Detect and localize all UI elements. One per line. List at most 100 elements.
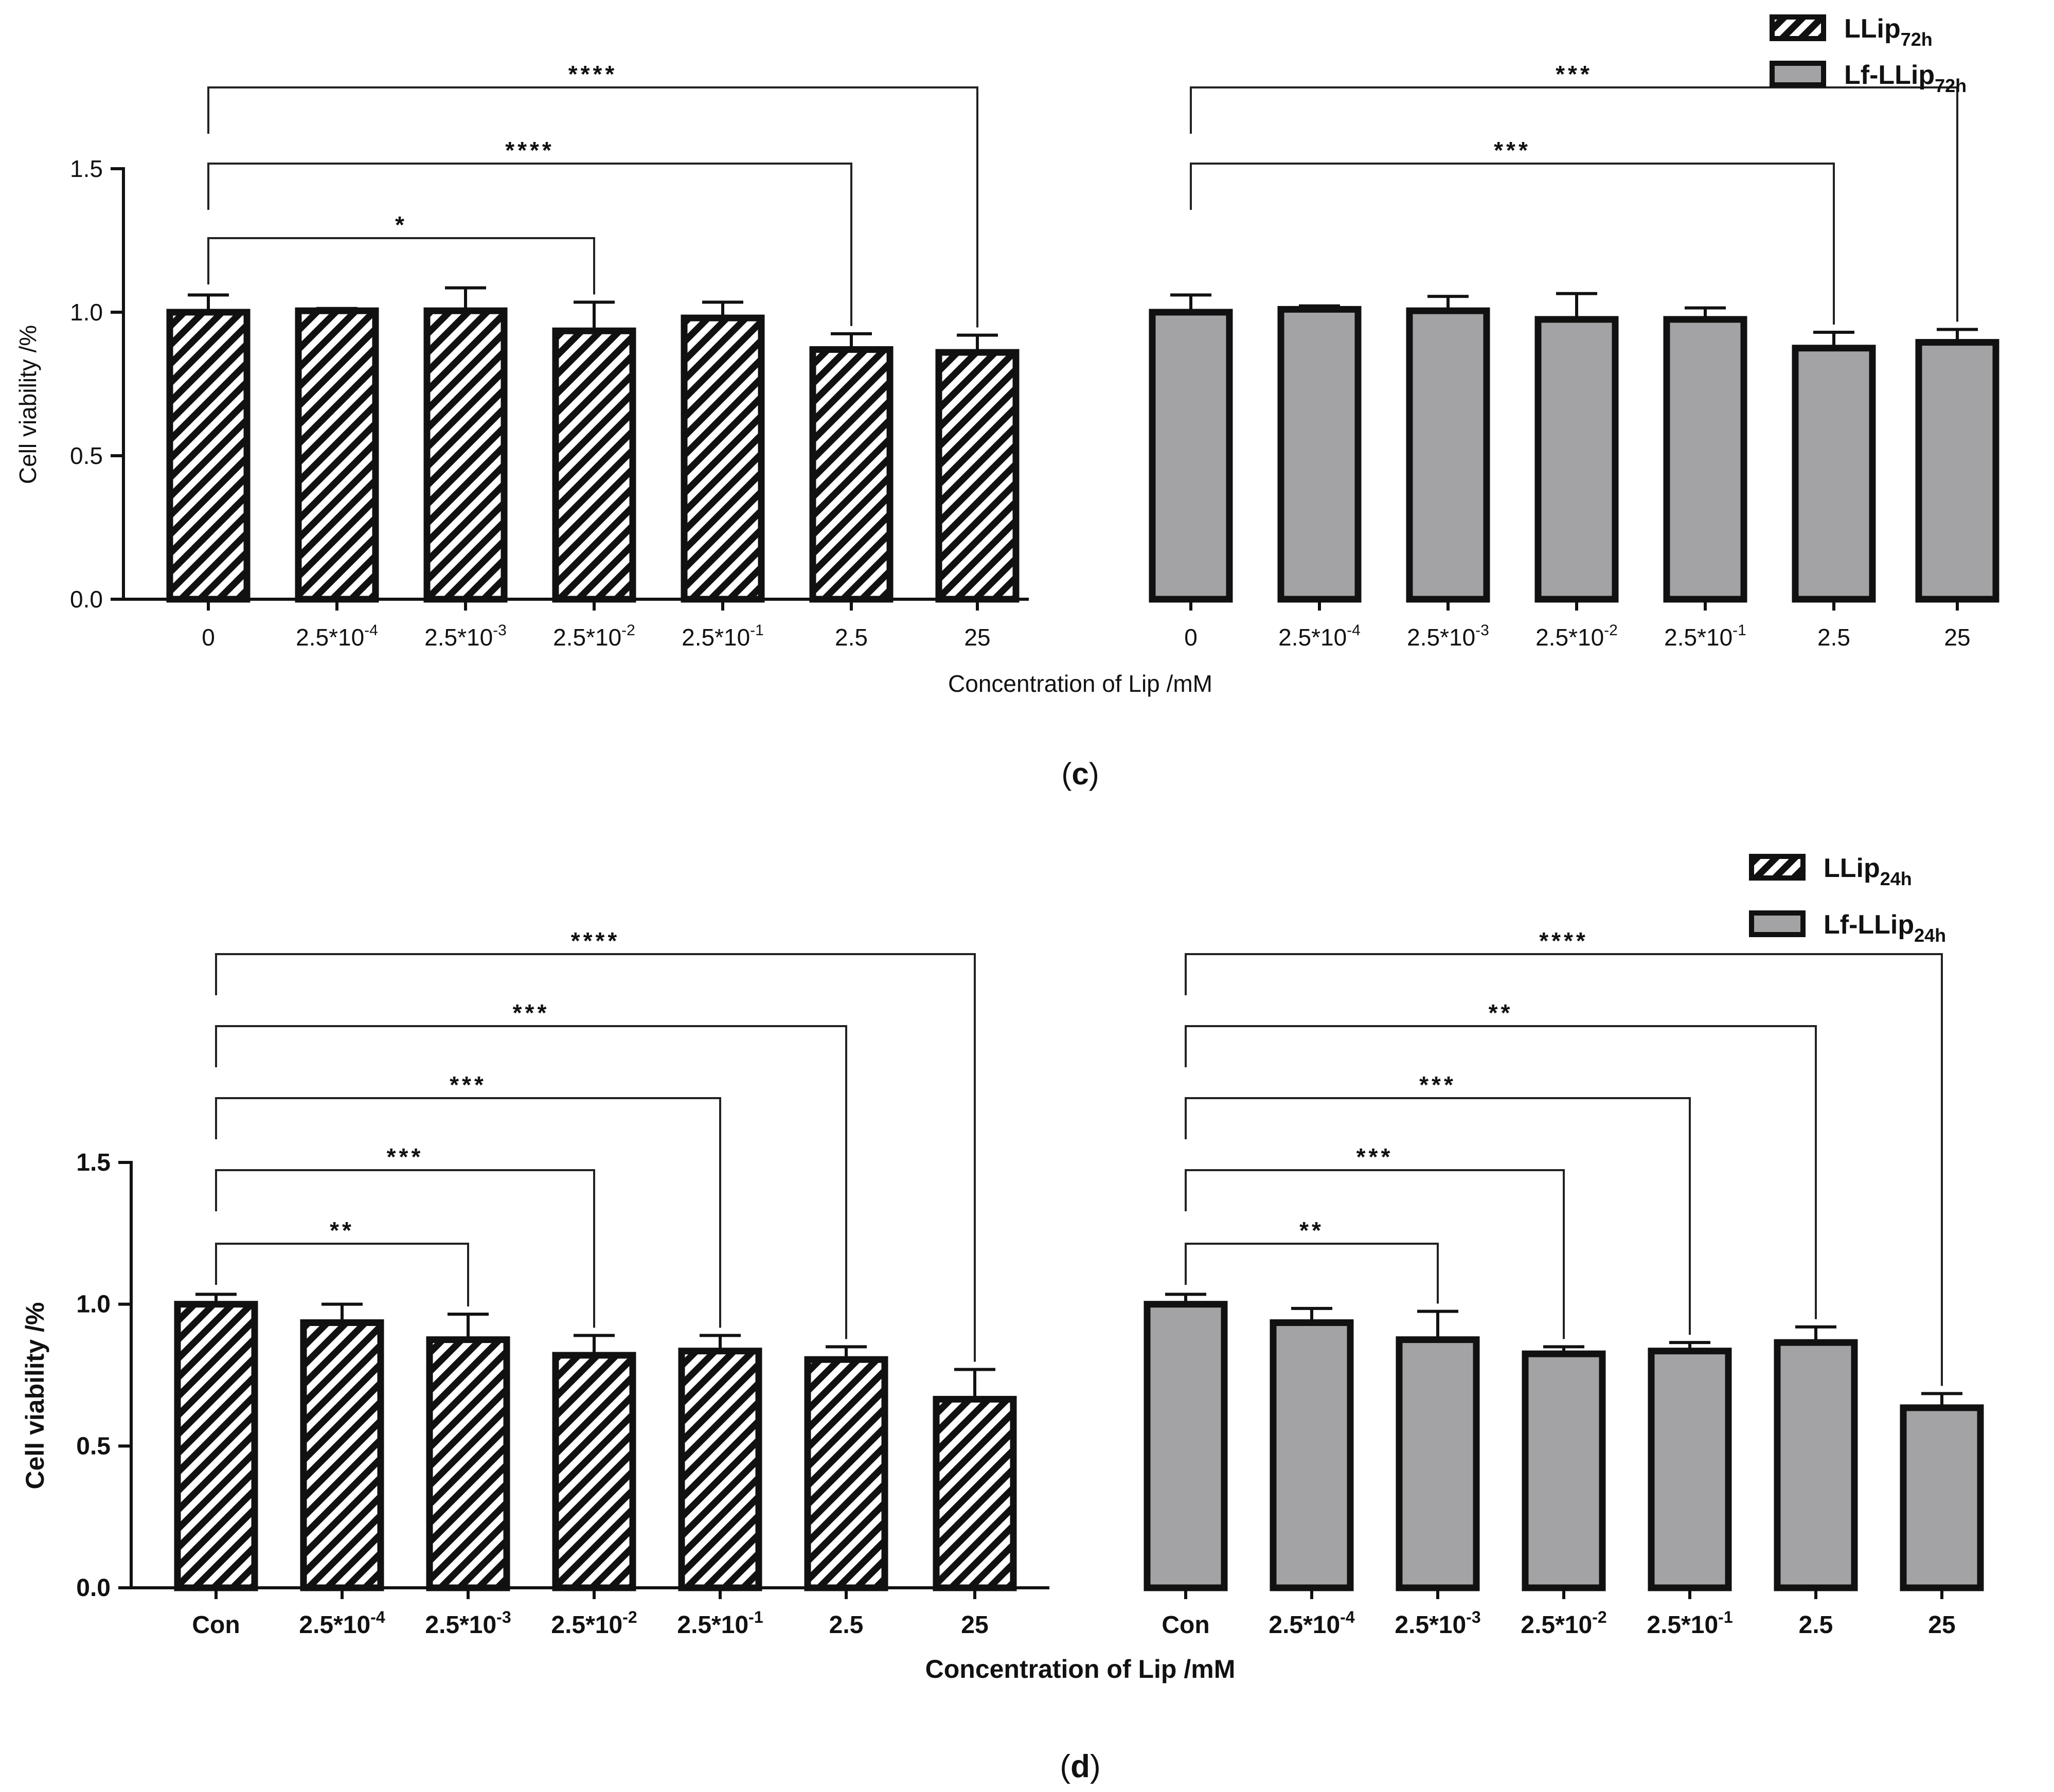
x-tick-label: 25 (1928, 1611, 1955, 1639)
significance-bracket (215, 1097, 721, 1328)
x-tick-label: 2.5*10-4 (1278, 622, 1361, 651)
significance-label: *** (1356, 1143, 1394, 1170)
significance-label: *** (450, 1071, 487, 1098)
significance-label: ** (330, 1217, 354, 1244)
y-axis-label: Cell viability /% (14, 325, 41, 484)
bar (295, 307, 379, 603)
legend-label: Lf-LLip24h (1824, 910, 1946, 946)
bar (174, 1301, 258, 1591)
bar (552, 327, 636, 603)
bar (809, 346, 894, 603)
bar (804, 1356, 888, 1591)
y-tick-label: 0.5 (76, 1432, 111, 1460)
bar (1648, 1348, 1732, 1591)
y-tick-label: 1.5 (76, 1149, 111, 1176)
x-tick-label: 2.5*10-3 (424, 622, 507, 651)
significance-bracket (1185, 953, 1943, 1386)
x-tick-label: 2.5*10-3 (1395, 1608, 1480, 1639)
legend: LLip24h Lf-LLip24h (1749, 853, 1946, 946)
legend-label: LLip72h (1844, 14, 1933, 50)
bar (681, 314, 765, 603)
x-axis-label: Concentration of Lip /mM (948, 670, 1212, 697)
bar (1277, 306, 1362, 603)
x-tick-label: 2.5*10-2 (551, 1608, 637, 1639)
bar (1396, 1336, 1480, 1591)
chart-root: 0.0 0.5 1.0 1.5 Cell viability /% 0 2.5*10-4 2.… (14, 14, 1999, 1784)
x-tick-label: Con (192, 1611, 240, 1639)
series-LLip24h: Con 2.5*10-4 2.5*10-3 2.5*10-2 2.5*10-1 2.5 25… (174, 927, 1017, 1639)
bar (423, 307, 508, 603)
bar (300, 1319, 384, 1591)
significance-label: *** (1494, 137, 1531, 164)
x-tick-label: 2.5*10-1 (682, 622, 764, 651)
x-tick-label: 2.5*10-3 (1407, 622, 1489, 651)
y-tick-label: 1.0 (76, 1291, 111, 1318)
series-Lf-LLip72h: 0 2.5*10-4 2.5*10-3 2.5*10-2 2.5*10-1 2.5 25 **… (1149, 61, 1999, 651)
significance-label: * (395, 211, 407, 238)
series-LLip72h: 0 2.5*10-4 2.5*10-3 2.5*10-2 2.5*10-1 2.5 25**… (166, 61, 1020, 651)
x-tick-label: 25 (964, 624, 990, 651)
chart-panel-c: 0.0 0.5 1.0 1.5 Cell viability /% 0 2.5*10-4 2.… (14, 14, 1999, 791)
y-tick-label: 0.0 (76, 1574, 111, 1602)
bar (1270, 1319, 1354, 1591)
bar (1915, 339, 1999, 603)
significance-bracket (215, 953, 976, 1362)
bar (935, 349, 1020, 603)
legend-label: Lf-LLip72h (1844, 60, 1967, 96)
x-tick-label: 2.5*10-1 (1664, 622, 1746, 651)
significance-label: **** (571, 927, 620, 954)
significance-label: **** (1539, 927, 1588, 954)
x-tick-label: 2.5*10-1 (677, 1608, 763, 1639)
significance-bracket (215, 1243, 469, 1306)
x-tick-label: 2.5 (1817, 624, 1850, 651)
bar (1149, 309, 1233, 603)
y-axis-label: Cell viability /% (21, 1302, 49, 1489)
significance-label: *** (513, 999, 550, 1026)
significance-bracket (1185, 1243, 1439, 1304)
bar (1406, 307, 1490, 603)
panel-label: (c) (1061, 757, 1099, 791)
bar (1774, 1339, 1858, 1591)
x-tick-label: 2.5*10-4 (299, 1608, 385, 1639)
legend-swatch (1770, 61, 1826, 87)
x-tick-label: 2.5*10-3 (425, 1608, 511, 1639)
bar (1522, 1350, 1606, 1591)
significance-label: ** (1299, 1217, 1324, 1244)
legend-label: LLip24h (1824, 853, 1912, 889)
significance-bracket (215, 1025, 847, 1339)
y-tick-label: 1.0 (70, 299, 103, 326)
significance-label: **** (505, 137, 555, 164)
x-tick-label: 2.5*10-1 (1647, 1608, 1732, 1639)
chart-panel-d: 0.0 0.5 1.0 1.5 Cell viability /% Con 2.5*10-4… (21, 853, 1984, 1784)
x-tick-label: 0 (202, 624, 215, 651)
legend-swatch (1749, 854, 1806, 881)
bar (552, 1352, 636, 1591)
bar (678, 1348, 762, 1591)
legend-swatch (1749, 910, 1806, 937)
significance-bracket (1190, 86, 1958, 322)
bar (426, 1336, 510, 1591)
significance-bracket (1185, 1169, 1565, 1339)
x-tick-label: 2.5*10-4 (296, 622, 378, 651)
legend: LLip72h Lf-LLip72h (1770, 14, 1967, 96)
bar (1534, 316, 1619, 603)
x-tick-label: 25 (961, 1611, 988, 1639)
bar (166, 309, 251, 603)
bar (1144, 1301, 1228, 1591)
bar (1900, 1404, 1984, 1591)
significance-label: *** (1419, 1071, 1456, 1098)
x-tick-label: 2.5 (829, 1611, 864, 1639)
x-tick-label: Con (1162, 1611, 1209, 1639)
bar (1792, 345, 1876, 603)
x-axis-label: Concentration of Lip /mM (925, 1655, 1236, 1683)
y-tick-label: 0.5 (70, 442, 103, 469)
y-tick-label: 0.0 (70, 586, 103, 613)
x-tick-label: 2.5 (835, 624, 868, 651)
bar (933, 1395, 1017, 1591)
x-tick-label: 2.5*10-2 (1535, 622, 1618, 651)
bar (1663, 316, 1747, 603)
significance-label: **** (568, 61, 618, 87)
y-tick-label: 1.5 (70, 155, 103, 182)
significance-label: ** (1489, 999, 1513, 1026)
